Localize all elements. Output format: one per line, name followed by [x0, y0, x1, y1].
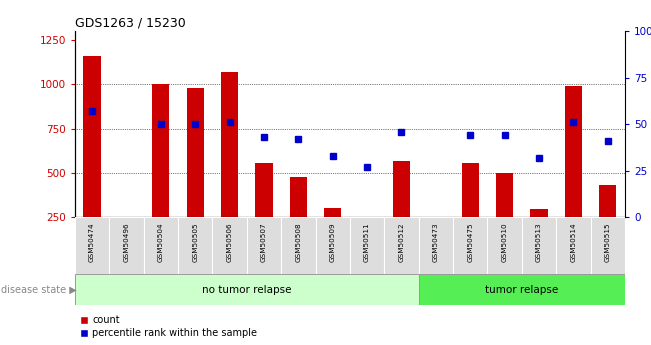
Text: GSM50475: GSM50475 — [467, 222, 473, 262]
Bar — [290, 177, 307, 217]
FancyBboxPatch shape — [590, 217, 625, 274]
Bar — [324, 208, 341, 217]
FancyBboxPatch shape — [109, 217, 144, 274]
Bar — [599, 185, 616, 217]
Text: GSM50511: GSM50511 — [364, 222, 370, 262]
Text: GSM50512: GSM50512 — [398, 222, 404, 262]
Text: GSM50507: GSM50507 — [261, 222, 267, 262]
FancyBboxPatch shape — [178, 217, 212, 274]
Bar — [393, 160, 410, 217]
Bar — [496, 173, 513, 217]
FancyBboxPatch shape — [75, 217, 109, 274]
Text: GSM50473: GSM50473 — [433, 222, 439, 262]
Text: GSM50514: GSM50514 — [570, 222, 576, 262]
FancyBboxPatch shape — [350, 217, 384, 274]
Bar — [221, 72, 238, 217]
FancyBboxPatch shape — [144, 217, 178, 274]
FancyBboxPatch shape — [212, 217, 247, 274]
FancyBboxPatch shape — [419, 274, 625, 305]
Text: GSM50505: GSM50505 — [192, 222, 198, 262]
FancyBboxPatch shape — [556, 217, 590, 274]
FancyBboxPatch shape — [522, 217, 556, 274]
Bar — [83, 56, 101, 217]
FancyBboxPatch shape — [453, 217, 488, 274]
Bar — [531, 209, 547, 217]
Text: GSM50515: GSM50515 — [605, 222, 611, 262]
Text: GSM50509: GSM50509 — [329, 222, 336, 262]
Bar — [565, 86, 582, 217]
Text: no tumor relapse: no tumor relapse — [202, 285, 292, 295]
Text: GSM50474: GSM50474 — [89, 222, 95, 262]
Text: GSM50506: GSM50506 — [227, 222, 232, 262]
Text: GSM50504: GSM50504 — [158, 222, 164, 262]
Bar — [359, 217, 376, 223]
Bar — [187, 88, 204, 217]
Text: GSM50513: GSM50513 — [536, 222, 542, 262]
Text: GSM50496: GSM50496 — [124, 222, 130, 262]
FancyBboxPatch shape — [488, 217, 522, 274]
Text: GDS1263 / 15230: GDS1263 / 15230 — [75, 17, 186, 30]
FancyBboxPatch shape — [281, 217, 316, 274]
Bar — [255, 163, 273, 217]
FancyBboxPatch shape — [247, 217, 281, 274]
FancyBboxPatch shape — [316, 217, 350, 274]
FancyBboxPatch shape — [419, 217, 453, 274]
FancyBboxPatch shape — [384, 217, 419, 274]
Bar — [152, 84, 169, 217]
Text: GSM50508: GSM50508 — [296, 222, 301, 262]
Text: GSM50510: GSM50510 — [502, 222, 508, 262]
Bar — [462, 163, 479, 217]
FancyBboxPatch shape — [75, 274, 419, 305]
Legend: count, percentile rank within the sample: count, percentile rank within the sample — [79, 315, 257, 338]
Text: disease state ▶: disease state ▶ — [1, 285, 77, 295]
Text: tumor relapse: tumor relapse — [485, 285, 559, 295]
